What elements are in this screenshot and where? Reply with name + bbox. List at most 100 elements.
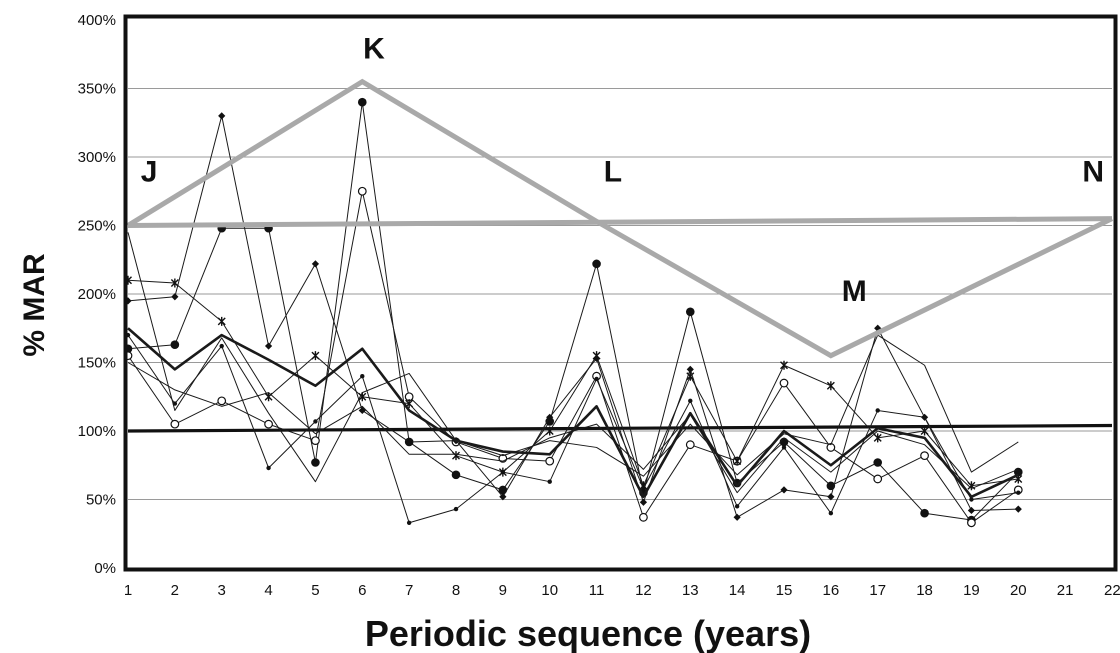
x-tick-label: 13 xyxy=(682,582,699,599)
data-point-s1 xyxy=(545,417,555,426)
data-point-s3 xyxy=(733,456,742,466)
y-tick-label: 0% xyxy=(94,560,116,577)
x-axis-title: Periodic sequence (years) xyxy=(365,613,811,653)
y-tick-label: 100% xyxy=(78,423,116,440)
data-point-s4 xyxy=(780,486,788,494)
data-point-s1 xyxy=(498,485,508,495)
data-point-s4 xyxy=(639,498,648,506)
data-point-s5 xyxy=(453,506,459,512)
x-tick-label: 18 xyxy=(916,582,933,599)
data-point-s1 xyxy=(592,259,601,269)
data-point-s4 xyxy=(171,293,179,301)
data-point-s2 xyxy=(967,518,976,528)
data-point-s2 xyxy=(217,396,227,406)
x-tick-label: 7 xyxy=(405,582,413,599)
data-point-s3 xyxy=(545,426,554,436)
data-point-s2 xyxy=(170,419,180,429)
series-line-6 xyxy=(127,232,1019,483)
data-point-s1 xyxy=(685,307,695,317)
x-tick-labels: 1 2 3 4 5 6 7 8 9 10 11 12 13 14 15 16 17 18 19 20 21 22 xyxy=(124,582,1120,599)
plot-frame xyxy=(123,14,1118,572)
data-point-s2 xyxy=(779,378,789,388)
x-tick-label: 10 xyxy=(541,582,558,599)
y-tick-label: 50% xyxy=(86,492,116,509)
y-tick-label: 400% xyxy=(78,12,116,29)
data-point-s3 xyxy=(452,451,460,461)
series-lines xyxy=(123,97,1113,528)
data-point-s1 xyxy=(873,458,883,467)
reference-line-100 xyxy=(127,423,1113,433)
data-point-s4 xyxy=(264,342,273,350)
series-line-8 xyxy=(127,327,1019,499)
data-point-s4 xyxy=(592,354,601,362)
series-line-3 xyxy=(127,279,1019,487)
y-tick-labels: 0% 50% 100% 150% 200% 250% 300% 350% 400% xyxy=(78,12,116,577)
overlay-base-line xyxy=(127,216,1113,228)
series-line-1 xyxy=(127,101,1019,521)
x-tick-label: 15 xyxy=(776,582,793,599)
annotation-j: J xyxy=(141,156,158,189)
data-point-s2 xyxy=(545,456,555,466)
data-point-s5 xyxy=(781,445,787,450)
data-point-s3 xyxy=(873,433,882,443)
data-point-s2 xyxy=(357,186,367,196)
annotations: J K L M N xyxy=(141,32,1104,307)
data-point-s5 xyxy=(922,415,927,420)
data-point-s1 xyxy=(357,97,367,107)
annotation-l: L xyxy=(604,156,622,189)
data-point-s5 xyxy=(641,486,646,491)
data-point-s5 xyxy=(969,497,974,502)
overlay-triangles xyxy=(126,78,1114,359)
data-point-s2 xyxy=(311,436,320,445)
x-tick-label: 21 xyxy=(1057,582,1074,599)
data-point-s4 xyxy=(827,493,835,501)
data-point-s2 xyxy=(920,451,929,461)
data-point-s1 xyxy=(311,458,320,467)
x-tick-label: 14 xyxy=(729,582,746,599)
y-axis-title: % MAR xyxy=(18,253,51,357)
x-tick-label: 22 xyxy=(1104,582,1120,599)
data-point-s4 xyxy=(499,493,507,501)
data-point-s5 xyxy=(734,504,740,509)
data-point-s4 xyxy=(686,365,694,373)
data-point-s4 xyxy=(546,413,554,421)
data-point-s5 xyxy=(313,419,318,424)
y-tick-label: 150% xyxy=(78,355,116,372)
data-point-s1 xyxy=(920,508,929,518)
data-point-s2 xyxy=(639,512,648,522)
data-point-s5 xyxy=(500,469,506,475)
data-point-s5 xyxy=(406,520,412,525)
x-tick-label: 3 xyxy=(218,582,226,599)
data-point-s5 xyxy=(875,408,880,413)
x-tick-label: 20 xyxy=(1010,582,1027,599)
data-point-s3 xyxy=(311,351,320,361)
x-tick-label: 12 xyxy=(635,582,652,599)
x-tick-label: 2 xyxy=(171,582,179,599)
annotation-m: M xyxy=(842,275,867,308)
data-point-s5 xyxy=(1016,490,1021,495)
series-line-4 xyxy=(127,115,1019,518)
data-point-s4 xyxy=(1014,505,1022,513)
data-point-s4 xyxy=(218,112,226,120)
data-point-s5 xyxy=(594,376,599,382)
y-tick-label: 250% xyxy=(78,218,116,235)
annotation-k: K xyxy=(363,32,385,65)
data-point-s5 xyxy=(219,343,224,349)
data-point-s3 xyxy=(826,381,835,391)
data-point-s2 xyxy=(685,440,695,450)
y-tick-label: 200% xyxy=(78,286,116,303)
data-point-s3 xyxy=(170,278,179,288)
x-tick-label: 4 xyxy=(264,582,272,599)
data-point-s1 xyxy=(451,470,461,480)
x-tick-label: 5 xyxy=(311,582,319,599)
data-point-s2 xyxy=(264,419,273,429)
data-point-s4 xyxy=(311,260,320,268)
data-point-s4 xyxy=(967,506,976,515)
data-point-s5 xyxy=(360,374,365,379)
x-tick-label: 11 xyxy=(589,582,605,599)
x-tick-label: 17 xyxy=(869,582,886,599)
x-tick-label: 9 xyxy=(499,582,507,599)
data-point-s3 xyxy=(920,426,929,436)
series-line-2 xyxy=(127,190,1019,524)
